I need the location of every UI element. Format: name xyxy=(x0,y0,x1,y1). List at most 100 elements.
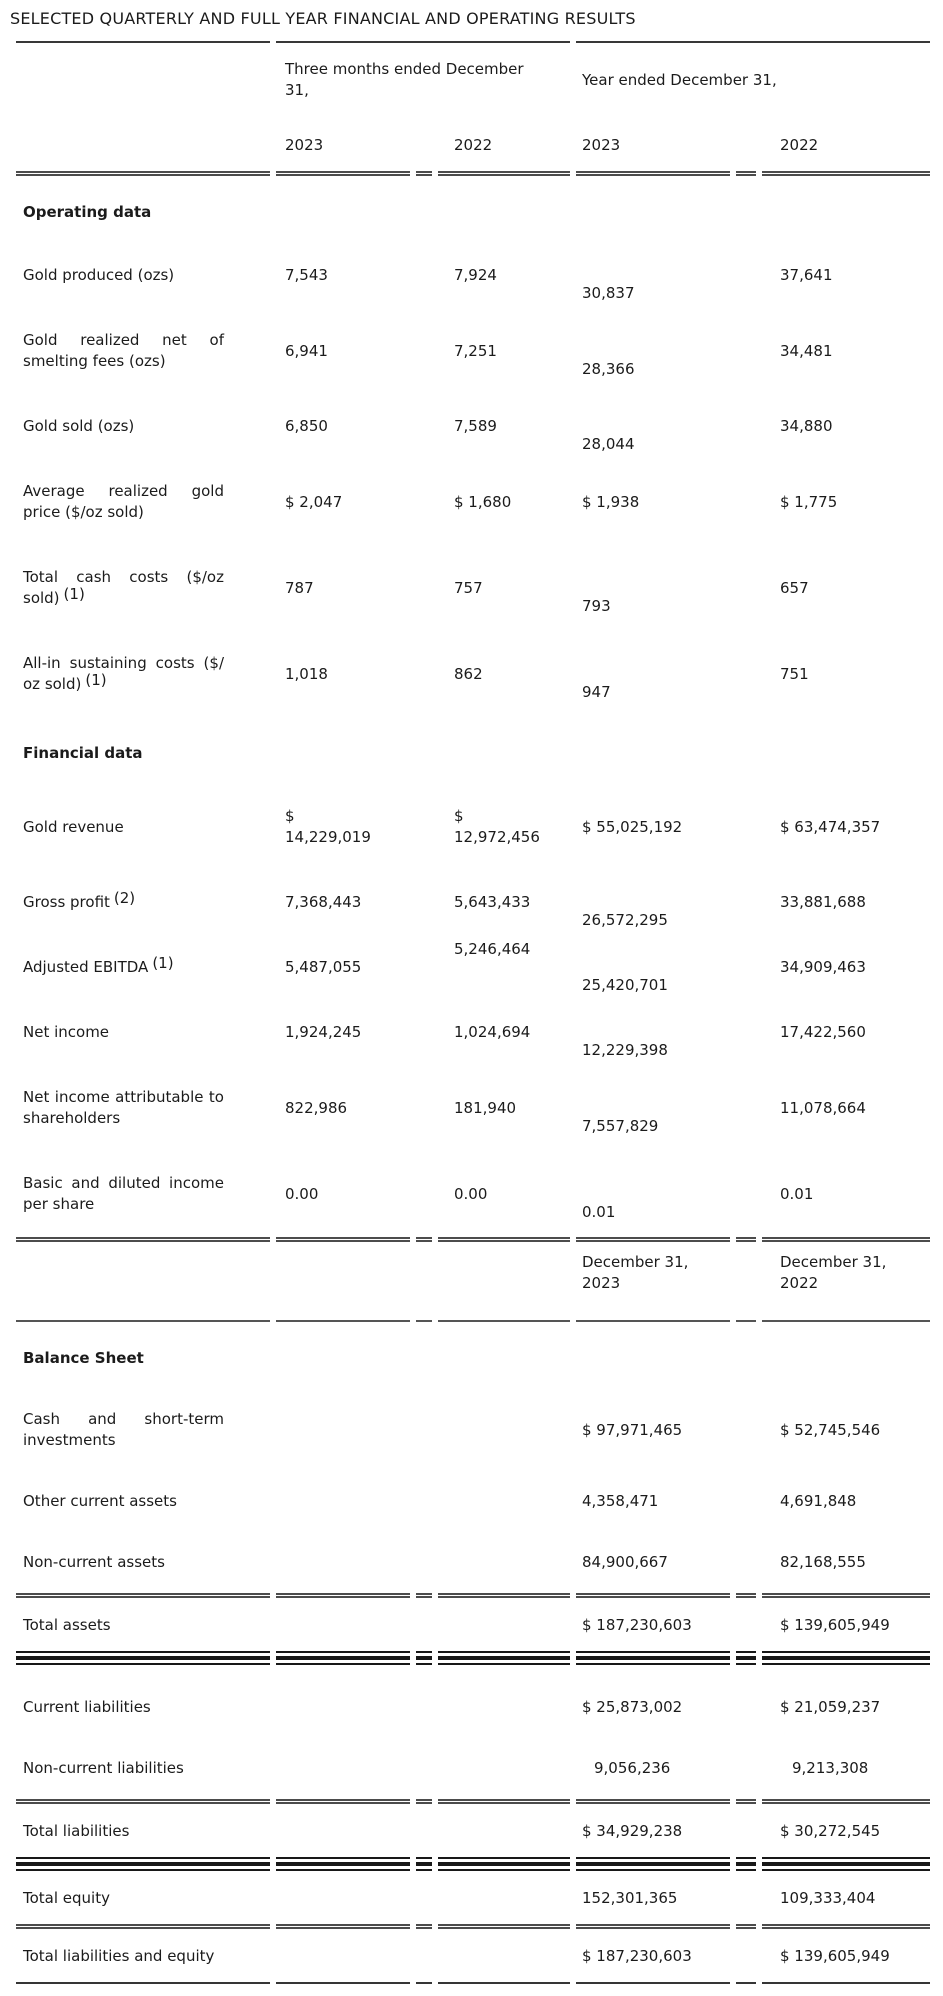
rule-segment xyxy=(416,1857,432,1871)
table-row: Adjusted EBITDA (1) 5,487,055 5,246,464 2… xyxy=(16,935,930,1000)
value-cell: 7,368,443 xyxy=(285,893,362,911)
value-cell: $ 187,230,603 xyxy=(582,1616,692,1634)
financial-results-table: Three months ended December 31, Year end… xyxy=(10,41,936,1984)
rule-segment xyxy=(276,171,410,176)
rule-segment xyxy=(438,1982,570,1984)
column-spacer xyxy=(416,394,432,459)
row-label: Gross profit (2) xyxy=(23,889,136,911)
rule-segment xyxy=(276,1320,410,1322)
value-cell: $ 12,972,456 xyxy=(454,807,540,846)
heavy-rule-row xyxy=(16,1651,930,1665)
column-spacer xyxy=(736,1665,756,1738)
rule-segment xyxy=(16,1924,270,1929)
rule-segment xyxy=(762,1320,930,1322)
table-row: All-in sustaining costs ($/​oz sold) (1) … xyxy=(16,631,930,717)
value-cell: 34,909,463 xyxy=(780,958,866,976)
empty-cell xyxy=(16,1242,270,1320)
rule-segment xyxy=(416,1924,432,1929)
table-row: Net income attributable to shareholders … xyxy=(16,1065,930,1151)
value-cell: 4,358,471 xyxy=(582,1492,659,1510)
value-cell: 28,044 xyxy=(582,435,635,453)
rule-segment xyxy=(416,1320,432,1322)
value-cell: 4,691,848 xyxy=(780,1492,857,1510)
value-cell: 34,880 xyxy=(780,417,833,435)
table-row: Gold realized net of smelting fees (ozs)… xyxy=(16,308,930,394)
column-spacer xyxy=(416,935,432,1000)
year-header: 2023 xyxy=(582,136,621,154)
column-spacer xyxy=(416,1000,432,1065)
rule-segment xyxy=(438,1857,570,1871)
rule-segment xyxy=(16,1982,270,1984)
column-spacer xyxy=(416,870,432,935)
section-title: Financial data xyxy=(23,744,143,762)
rule-segment xyxy=(276,1799,410,1804)
row-label: Total liabilities xyxy=(23,1822,130,1840)
value-cell: 7,924 xyxy=(454,266,497,284)
section-header-row: Financial data xyxy=(16,717,930,784)
value-cell: $ 139,605,949 xyxy=(780,1947,890,1965)
rule-segment xyxy=(276,1593,410,1598)
column-spacer xyxy=(736,1532,756,1593)
column-spacer xyxy=(736,1738,756,1799)
top-rule-row xyxy=(16,41,930,43)
single-rule-row xyxy=(16,1320,930,1322)
table-row: Average realized gold price ($/oz sold) … xyxy=(16,459,930,545)
value-cell: $ 187,230,603 xyxy=(582,1947,692,1965)
table-row: Gold produced (ozs) 7,543 7,924 30,837 3… xyxy=(16,243,930,308)
column-spacer xyxy=(416,1065,432,1151)
row-label: Total equity xyxy=(23,1889,110,1907)
column-spacer xyxy=(416,103,432,171)
value-cell: $ 21,059,237 xyxy=(780,1698,881,1716)
value-cell: 793 xyxy=(582,596,611,615)
column-spacer xyxy=(736,394,756,459)
page-title: SELECTED QUARTERLY AND FULL YEAR FINANCI… xyxy=(10,9,636,28)
value-cell: 9,213,308 xyxy=(792,1759,869,1777)
column-spacer xyxy=(416,1471,432,1532)
section-title: Operating data xyxy=(23,203,152,221)
date-header: December 31, 2023 xyxy=(582,1253,689,1292)
column-spacer xyxy=(736,459,756,545)
rule-segment xyxy=(276,41,570,43)
value-cell: 7,543 xyxy=(285,266,328,284)
rule-segment xyxy=(762,1237,930,1242)
rule-segment xyxy=(438,1593,570,1598)
rule-segment xyxy=(16,41,270,43)
value-cell: $ 25,873,002 xyxy=(582,1698,683,1716)
column-spacer xyxy=(736,1151,756,1237)
section-header-row: Operating data xyxy=(16,176,930,243)
column-spacer xyxy=(736,631,756,717)
column-spacer xyxy=(416,784,432,870)
empty-cell xyxy=(16,43,270,103)
column-spacer xyxy=(736,103,756,171)
column-spacer xyxy=(416,1242,432,1320)
total-row: Total liabilities $ 34,929,238 $ 30,272,… xyxy=(16,1804,930,1857)
rule-segment xyxy=(762,1857,930,1871)
rule-segment xyxy=(438,1799,570,1804)
total-row: Total assets $ 187,230,603 $ 139,605,949 xyxy=(16,1598,930,1651)
rule-segment xyxy=(762,1924,930,1929)
year-header: 2022 xyxy=(780,136,819,154)
section-header-row: Balance Sheet xyxy=(16,1322,930,1389)
rule-segment xyxy=(576,1857,730,1871)
value-cell: 657 xyxy=(780,578,809,597)
rule-segment xyxy=(762,1593,930,1598)
date-header: December 31, 2022 xyxy=(780,1253,887,1292)
row-label: Gold sold (ozs) xyxy=(23,417,135,435)
row-label: Gold revenue xyxy=(23,817,124,836)
rule-segment xyxy=(576,1982,730,1984)
rule-segment xyxy=(16,1857,270,1871)
value-cell: $ 1,938 xyxy=(582,492,640,511)
value-cell: 947 xyxy=(582,682,611,701)
table-row: Cash and short-term investments $ 97,971… xyxy=(16,1389,930,1471)
double-rule-row xyxy=(16,1593,930,1598)
total-row: Total equity 152,301,365 109,333,404 xyxy=(16,1871,930,1924)
table-row: Other current assets 4,358,471 4,691,848 xyxy=(16,1471,930,1532)
row-label: Net income attributable to shareholders xyxy=(23,1088,224,1127)
value-cell: 787 xyxy=(285,578,314,597)
column-spacer xyxy=(416,1738,432,1799)
value-cell: 26,572,295 xyxy=(582,911,668,929)
row-label: Adjusted EBITDA (1) xyxy=(23,954,174,976)
rule-segment xyxy=(736,1320,756,1322)
rule-segment xyxy=(576,171,730,176)
rule-segment xyxy=(416,1799,432,1804)
